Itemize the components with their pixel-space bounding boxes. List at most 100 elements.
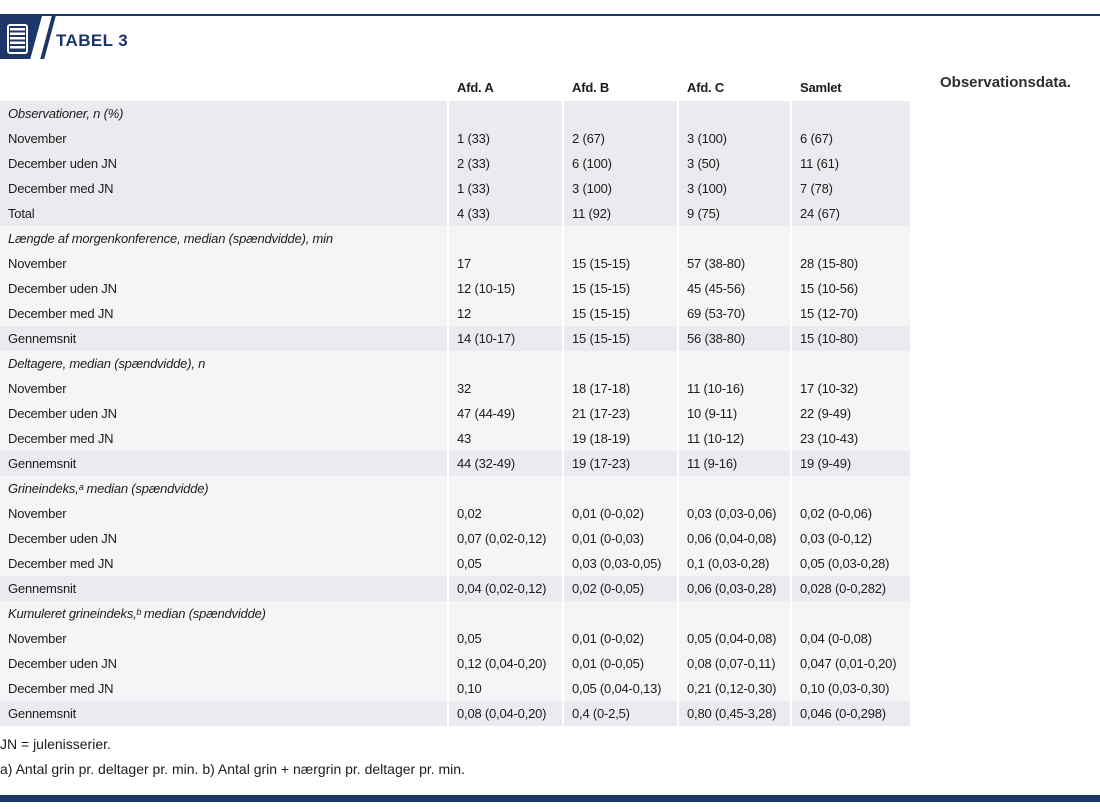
- table-row: Gennemsnit 14 (10-17) 15 (15-15) 56 (38-80)…: [0, 326, 912, 352]
- value-cell: 32: [449, 376, 564, 402]
- value-cell: 2 (33): [449, 151, 564, 177]
- row-label: December uden JN: [0, 401, 449, 427]
- row-label: Gennemsnit: [0, 326, 449, 352]
- value-cell: 15 (10-56): [792, 276, 912, 302]
- value-cell: 19 (9-49): [792, 451, 912, 477]
- value-cell: 19 (17-23): [564, 451, 679, 477]
- table-row: December uden JN 2 (33) 6 (100) 3 (50) 11 (6…: [0, 151, 912, 177]
- empty-cell: [564, 476, 679, 502]
- value-cell: 0,04 (0-0,08): [792, 626, 912, 652]
- empty-cell: [449, 101, 564, 127]
- empty-cell: [564, 101, 679, 127]
- column-header: Samlet: [792, 75, 912, 101]
- value-cell: 0,05 (0,04-0,13): [564, 676, 679, 702]
- value-cell: 0,05 (0,04-0,08): [679, 626, 792, 652]
- value-cell: 10 (9-11): [679, 401, 792, 427]
- row-label: December med JN: [0, 551, 449, 577]
- value-cell: 11 (9-16): [679, 451, 792, 477]
- section-title: Grineindeks,ᵃ median (spændvidde): [0, 476, 449, 502]
- value-cell: 6 (100): [564, 151, 679, 177]
- row-label: December med JN: [0, 426, 449, 452]
- row-label-header: [0, 75, 449, 101]
- value-cell: 17 (10-32): [792, 376, 912, 402]
- footnote-abbreviation: JN = julenisserier.: [0, 736, 111, 752]
- row-label: November: [0, 126, 449, 152]
- value-cell: 12 (10-15): [449, 276, 564, 302]
- value-cell: 0,12 (0,04-0,20): [449, 651, 564, 677]
- value-cell: 0,01 (0-0,02): [564, 501, 679, 527]
- value-cell: 0,02 (0-0,05): [564, 576, 679, 602]
- table-row: Total 4 (33) 11 (92) 9 (75) 24 (67): [0, 201, 912, 227]
- section-title-row: Grineindeks,ᵃ median (spændvidde): [0, 476, 912, 502]
- value-cell: 0,07 (0,02-0,12): [449, 526, 564, 552]
- table-row: December med JN 43 19 (18-19) 11 (10-12) 23 …: [0, 426, 912, 452]
- value-cell: 0,02: [449, 501, 564, 527]
- value-cell: 0,028 (0-0,282): [792, 576, 912, 602]
- value-cell: 47 (44-49): [449, 401, 564, 427]
- value-cell: 6 (67): [792, 126, 912, 152]
- row-label: December uden JN: [0, 151, 449, 177]
- table-row: December med JN 1 (33) 3 (100) 3 (100) 7 (78…: [0, 176, 912, 202]
- table-row: Gennemsnit 44 (32-49) 19 (17-23) 11 (9-16) 1…: [0, 451, 912, 477]
- value-cell: 56 (38-80): [679, 326, 792, 352]
- table-row: November 17 15 (15-15) 57 (38-80) 28 (15-80): [0, 251, 912, 277]
- row-label: December med JN: [0, 176, 449, 202]
- row-label: Gennemsnit: [0, 451, 449, 477]
- top-rule: [0, 14, 1100, 16]
- section-title-row: Observationer, n (%): [0, 101, 912, 127]
- table-header-row: Afd. A Afd. B Afd. C Samlet: [0, 75, 912, 101]
- value-cell: 15 (10-80): [792, 326, 912, 352]
- section-title-row: Kumuleret grineindeks,ᵇ median (spændvid…: [0, 601, 912, 627]
- value-cell: 1 (33): [449, 176, 564, 202]
- value-cell: 0,10: [449, 676, 564, 702]
- empty-cell: [679, 101, 792, 127]
- value-cell: 0,02 (0-0,06): [792, 501, 912, 527]
- value-cell: 0,046 (0-0,298): [792, 701, 912, 727]
- table-row: Gennemsnit 0,04 (0,02-0,12) 0,02 (0-0,05) 0…: [0, 576, 912, 602]
- value-cell: 0,03 (0-0,12): [792, 526, 912, 552]
- value-cell: 0,10 (0,03-0,30): [792, 676, 912, 702]
- table-row: December uden JN 0,07 (0,02-0,12) 0,01 (0-…: [0, 526, 912, 552]
- value-cell: 44 (32-49): [449, 451, 564, 477]
- value-cell: 11 (10-12): [679, 426, 792, 452]
- value-cell: 69 (53-70): [679, 301, 792, 327]
- value-cell: 11 (10-16): [679, 376, 792, 402]
- value-cell: 24 (67): [792, 201, 912, 227]
- value-cell: 2 (67): [564, 126, 679, 152]
- value-cell: 0,05 (0,03-0,28): [792, 551, 912, 577]
- value-cell: 0,05: [449, 626, 564, 652]
- value-cell: 0,21 (0,12-0,30): [679, 676, 792, 702]
- value-cell: 0,04 (0,02-0,12): [449, 576, 564, 602]
- section-title: Længde af morgenkonference, median (spæn…: [0, 226, 449, 252]
- table-row: November 1 (33) 2 (67) 3 (100) 6 (67): [0, 126, 912, 152]
- empty-cell: [792, 476, 912, 502]
- empty-cell: [564, 226, 679, 252]
- value-cell: 0,03 (0,03-0,05): [564, 551, 679, 577]
- table-title: TABEL 3: [56, 31, 129, 50]
- column-header: Afd. B: [564, 75, 679, 101]
- table-row: November 32 18 (17-18) 11 (10-16) 17 (10-32): [0, 376, 912, 402]
- row-label: Gennemsnit: [0, 576, 449, 602]
- badge-diagonal-stripe: [40, 16, 56, 59]
- value-cell: 0,01 (0-0,02): [564, 626, 679, 652]
- value-cell: 0,05: [449, 551, 564, 577]
- table-row: November 0,02 0,01 (0-0,02) 0,03 (0,03-0,06…: [0, 501, 912, 527]
- column-header: Afd. A: [449, 75, 564, 101]
- empty-cell: [679, 601, 792, 627]
- row-label: December uden JN: [0, 651, 449, 677]
- value-cell: 0,80 (0,45-3,28): [679, 701, 792, 727]
- row-label: December med JN: [0, 676, 449, 702]
- value-cell: 3 (50): [679, 151, 792, 177]
- value-cell: 4 (33): [449, 201, 564, 227]
- value-cell: 9 (75): [679, 201, 792, 227]
- value-cell: 0,4 (0-2,5): [564, 701, 679, 727]
- table-row: December uden JN 47 (44-49) 21 (17-23) 10 (…: [0, 401, 912, 427]
- value-cell: 15 (12-70): [792, 301, 912, 327]
- value-cell: 45 (45-56): [679, 276, 792, 302]
- value-cell: 0,01 (0-0,03): [564, 526, 679, 552]
- value-cell: 22 (9-49): [792, 401, 912, 427]
- empty-cell: [564, 351, 679, 377]
- value-cell: 17: [449, 251, 564, 277]
- row-label: Total: [0, 201, 449, 227]
- row-label: November: [0, 251, 449, 277]
